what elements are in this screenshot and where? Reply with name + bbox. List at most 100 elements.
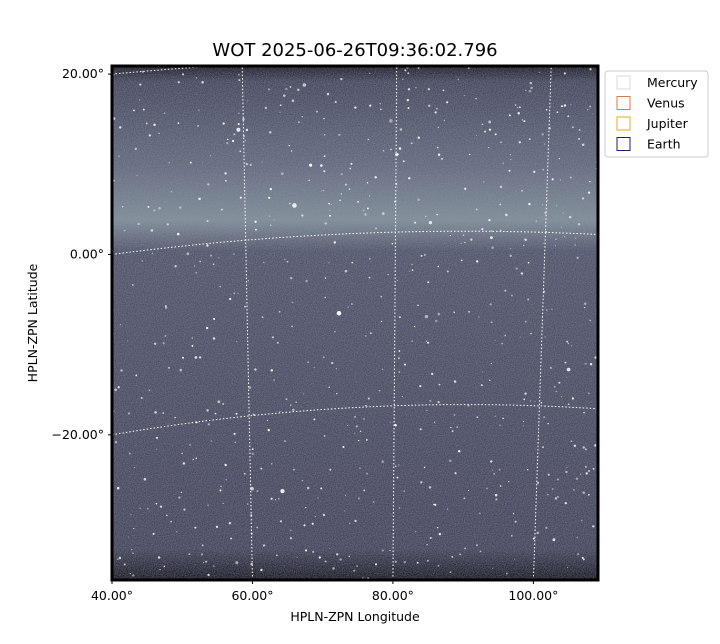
star (356, 565, 359, 567)
star (323, 170, 326, 173)
star (508, 169, 511, 172)
star (589, 363, 593, 366)
star (369, 195, 371, 197)
star (194, 356, 198, 359)
star (543, 143, 545, 145)
star (434, 503, 437, 506)
star (210, 155, 212, 157)
star (366, 472, 368, 475)
star (488, 379, 491, 382)
star (396, 279, 398, 281)
star (267, 428, 270, 432)
star (534, 400, 536, 402)
star (120, 369, 123, 372)
star (174, 265, 177, 268)
star (504, 334, 507, 337)
star (147, 206, 150, 208)
star (311, 522, 314, 525)
star (398, 464, 400, 466)
star (235, 412, 238, 415)
star (238, 79, 241, 82)
star (594, 444, 597, 447)
star (269, 187, 272, 191)
star (419, 428, 422, 431)
star (329, 209, 331, 211)
star (330, 361, 334, 365)
star (475, 208, 478, 211)
star (529, 81, 533, 85)
star (228, 521, 232, 525)
star (547, 422, 549, 425)
star (423, 254, 426, 256)
star (230, 537, 233, 540)
star (291, 325, 293, 328)
star (206, 409, 209, 412)
star (195, 272, 197, 274)
star (116, 486, 120, 490)
y-axis-label: HPLN-ZPN Latitude (25, 263, 40, 382)
star (215, 525, 219, 529)
star (583, 302, 587, 305)
star (375, 227, 377, 230)
star (320, 487, 323, 490)
star (438, 383, 441, 386)
image-noise (112, 66, 598, 580)
legend-label: Jupiter (646, 116, 689, 131)
star (561, 105, 563, 108)
star (155, 436, 158, 439)
star (328, 214, 332, 217)
star (301, 214, 304, 217)
star (414, 221, 417, 224)
star (423, 466, 426, 469)
star (488, 218, 491, 222)
star (261, 161, 263, 163)
star (236, 127, 241, 132)
star (324, 277, 327, 279)
star (542, 242, 544, 244)
star (364, 213, 367, 216)
star (589, 68, 592, 71)
grid-line (392, 66, 398, 580)
star (344, 494, 347, 497)
star (589, 319, 591, 322)
axes-frame (110, 64, 600, 582)
star (318, 556, 321, 559)
star (543, 416, 546, 419)
stars (112, 66, 598, 580)
star (380, 295, 383, 298)
star (402, 160, 405, 163)
star (374, 563, 378, 566)
star (365, 438, 368, 441)
star (502, 417, 504, 420)
star (222, 122, 225, 125)
star (222, 403, 225, 405)
grid (112, 66, 598, 580)
star (366, 207, 369, 210)
star (425, 340, 427, 342)
y-tick-label: −20.00° (51, 427, 104, 442)
star (347, 425, 349, 427)
star (197, 125, 200, 127)
star (326, 92, 330, 96)
star (411, 340, 413, 342)
star (406, 98, 410, 102)
star (505, 572, 508, 575)
star (263, 261, 265, 264)
star (434, 421, 436, 423)
star (389, 119, 393, 123)
star (446, 508, 449, 511)
star (157, 556, 161, 559)
star (133, 527, 135, 530)
star (382, 212, 385, 215)
star (434, 111, 437, 114)
star (582, 558, 585, 561)
star (340, 77, 343, 81)
star (545, 526, 548, 529)
star (351, 261, 354, 264)
star (449, 235, 451, 237)
star (181, 452, 183, 455)
star (547, 199, 549, 201)
star (260, 467, 263, 470)
star (508, 114, 511, 117)
